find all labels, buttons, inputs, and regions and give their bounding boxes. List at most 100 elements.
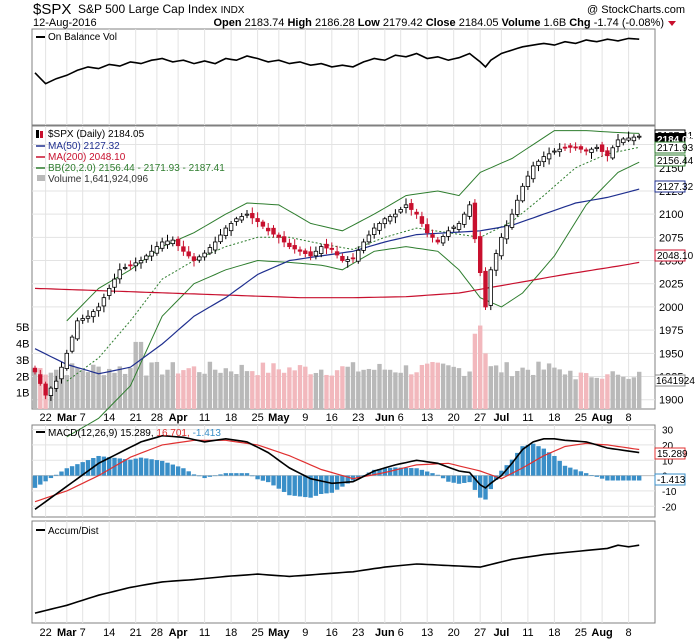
macd-hist-bar — [446, 475, 451, 482]
price-candle — [202, 250, 207, 261]
obv-legend-text: On Balance Vol — [48, 32, 117, 43]
price-candle — [48, 386, 54, 401]
volume-bar — [393, 372, 398, 409]
candle-body — [361, 241, 366, 251]
volume-bar — [319, 369, 324, 409]
macd-hist-bar — [234, 473, 239, 476]
price-candle — [218, 228, 223, 245]
price-candle — [536, 159, 541, 172]
candle-body — [91, 311, 96, 318]
price-candle — [334, 245, 340, 259]
price-candle — [562, 143, 568, 151]
chart-index-name: S&P 500 Large Cap Index INDX — [78, 2, 245, 16]
candle-body — [149, 250, 154, 257]
volume-bar — [281, 372, 287, 409]
macd-hist-bar — [393, 467, 398, 476]
price-candle — [626, 131, 631, 143]
price-candle — [165, 234, 170, 249]
volume-bar — [483, 353, 488, 409]
price-candle — [594, 144, 599, 152]
price-candle — [398, 206, 403, 214]
candle-body — [637, 135, 642, 138]
macd-hist-bar — [610, 475, 615, 481]
macd-hist-bar — [467, 475, 472, 483]
volume-bar — [403, 365, 409, 409]
price-candle — [509, 208, 515, 230]
macd-hist-bar — [350, 475, 356, 481]
price-candle — [85, 310, 91, 323]
candle-body — [456, 223, 462, 230]
volume-bar — [520, 367, 525, 409]
candle-body — [287, 242, 292, 248]
candle-body — [271, 227, 276, 235]
price-candle — [234, 216, 239, 226]
candle-body — [435, 239, 440, 243]
volume-bar — [128, 368, 133, 409]
candle-body — [117, 269, 122, 280]
macd-hist-bar — [117, 458, 122, 476]
candle-body — [165, 240, 170, 246]
volume-bar — [361, 369, 366, 409]
volume-bar — [605, 374, 610, 409]
volume-bar — [382, 369, 387, 409]
price-candle — [303, 248, 308, 258]
price-candle — [313, 246, 319, 260]
candle-body — [159, 241, 165, 249]
value-tags: 2187.41 2184.05 2171.93 2156.44 2127.32 … — [654, 129, 695, 486]
x-tick-label: Aug — [591, 627, 612, 639]
candle-body — [594, 146, 599, 149]
tag-macd: 15.289 — [657, 449, 688, 460]
ma50-legend: MA(50) 2127.32 — [48, 141, 120, 152]
macd-hist-bar — [122, 459, 128, 476]
volume-bar — [493, 365, 499, 409]
candle-body — [621, 138, 626, 144]
volume-bar — [546, 363, 552, 409]
obv-line — [34, 37, 640, 85]
price-tick-label: 1950 — [659, 348, 683, 360]
volume-bar — [250, 371, 255, 409]
price-candle — [393, 209, 398, 224]
price-candle — [467, 201, 472, 220]
price-candle — [228, 220, 234, 236]
candle-body — [170, 239, 175, 245]
candle-body — [292, 245, 297, 250]
candle-body — [175, 238, 181, 247]
volume-bar — [260, 362, 266, 409]
x-tick-label: 22 — [39, 412, 51, 424]
volume-bar — [303, 366, 308, 409]
candle-body — [181, 246, 186, 252]
bb-middle-line — [66, 146, 640, 382]
x-tick-label: Mar — [57, 412, 77, 424]
volume-bar — [244, 371, 250, 409]
macd-hist-bar — [425, 471, 430, 476]
volume-bar — [568, 370, 573, 409]
candle-body — [398, 209, 403, 213]
price-candle — [504, 220, 509, 244]
macd-hist-bar — [223, 473, 228, 476]
macd-hist-bar — [599, 475, 605, 479]
x-tick-label: 18 — [548, 627, 560, 639]
x-tick-label: Apr — [169, 627, 189, 639]
price-candle — [409, 198, 414, 216]
price-candle — [446, 226, 451, 241]
volume-bar — [223, 368, 228, 409]
macd-hist-bar — [372, 469, 377, 476]
price-candle — [615, 134, 621, 152]
macd-hist-bar — [562, 465, 568, 476]
candle-body — [265, 227, 271, 232]
price-candle — [69, 334, 75, 354]
candle-body — [414, 211, 419, 215]
volume-bar — [144, 375, 149, 409]
macd-hist-bar — [175, 466, 181, 476]
candle-body — [128, 264, 133, 267]
price-candle — [122, 263, 128, 271]
macd-hist-bar — [138, 457, 144, 476]
price-candle — [244, 210, 250, 219]
x-tick-label: Jun — [375, 412, 395, 424]
candle-body — [626, 137, 631, 141]
tag-bb-lower: 2156.44 — [657, 156, 694, 167]
volume-bar — [467, 371, 472, 409]
x-tick-label: 25 — [251, 627, 263, 639]
x-tick-label: 11 — [199, 627, 210, 639]
candle-body — [303, 250, 308, 254]
